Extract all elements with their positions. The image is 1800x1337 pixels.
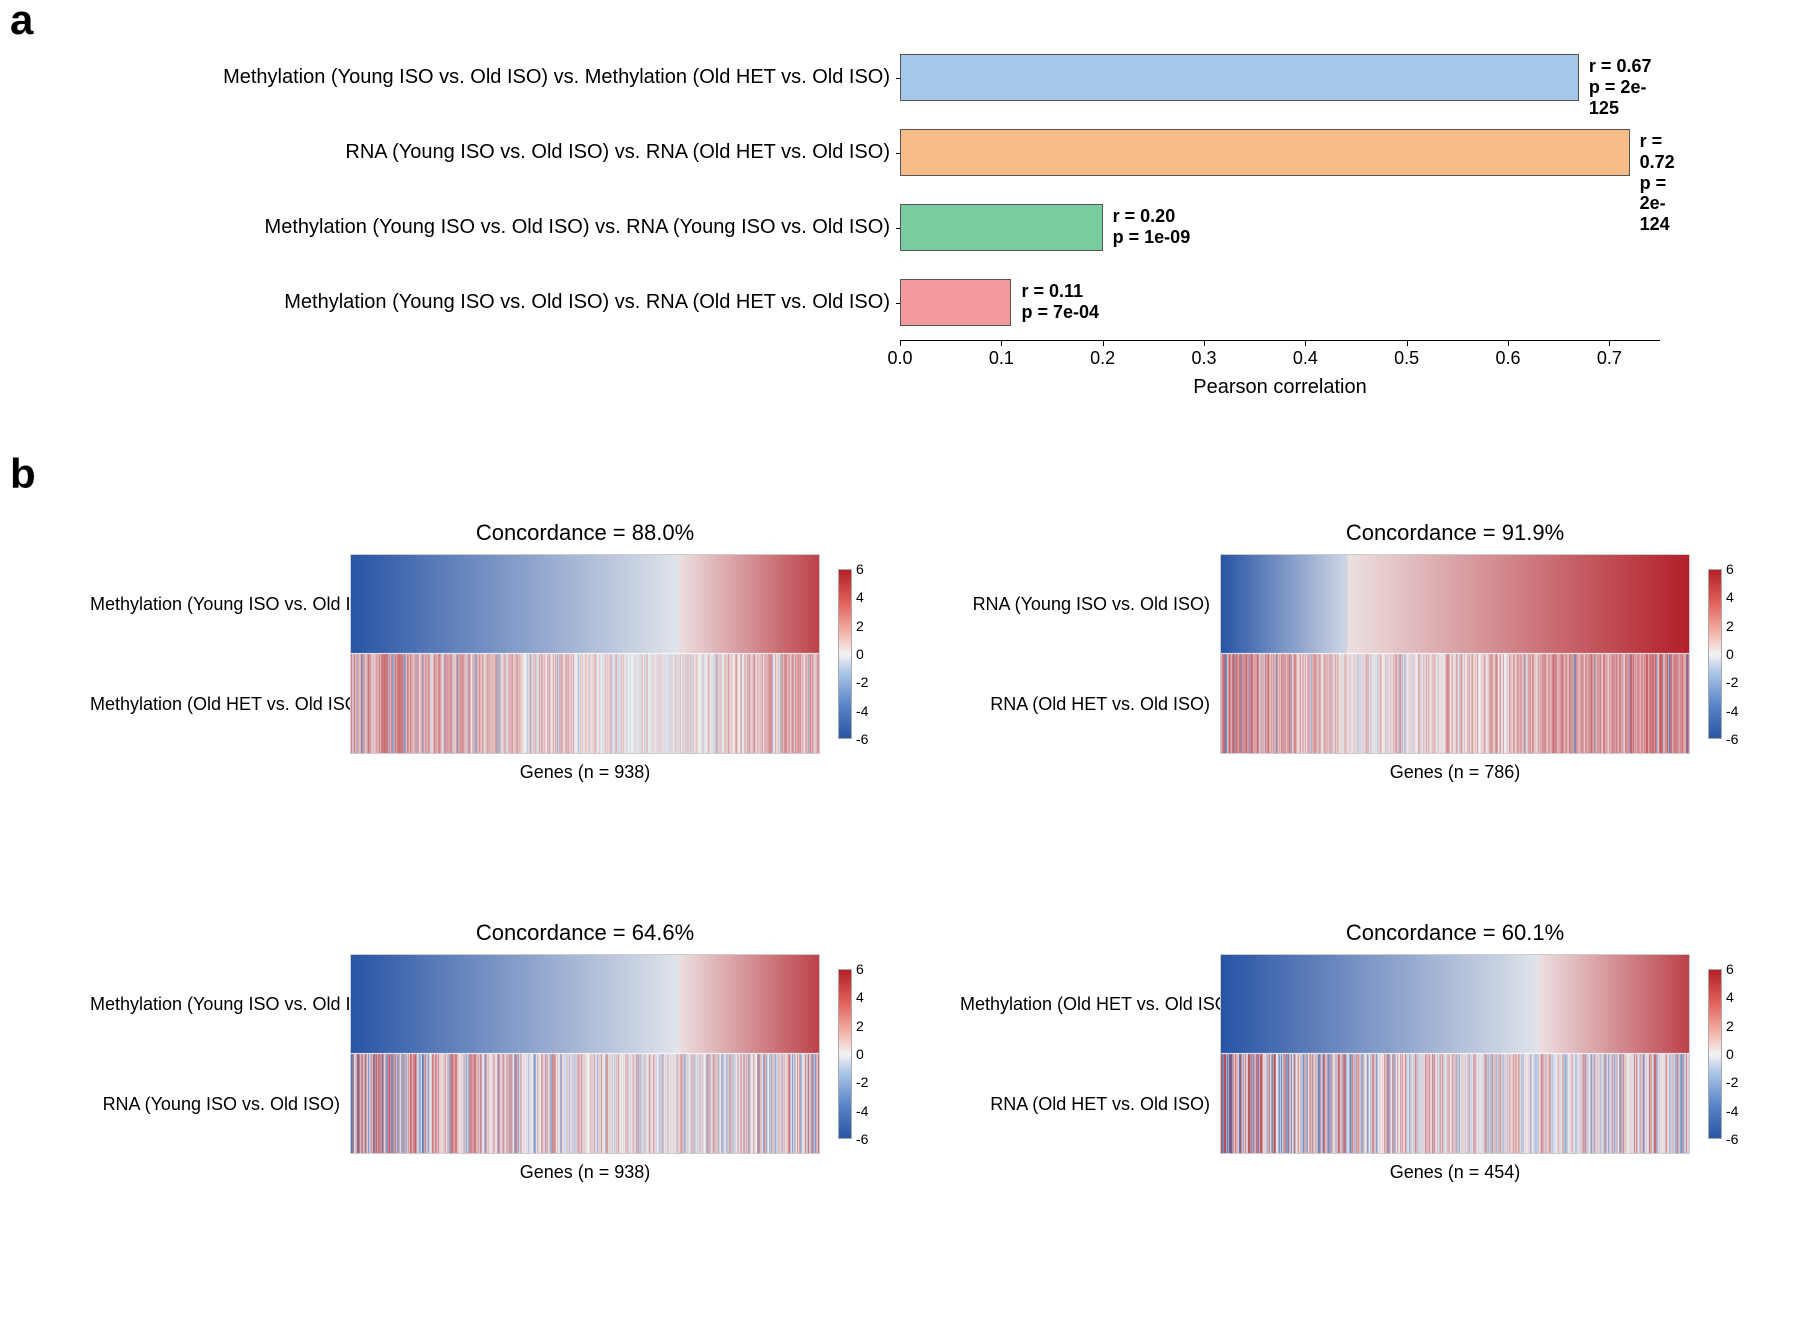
bar-rect: [900, 279, 1011, 326]
heatmap-canvas: [350, 954, 820, 1154]
heatmap-cell: Concordance = 64.6% Methylation (Young IS…: [90, 920, 892, 1210]
heatmap-row-label: Methylation (Old HET vs. Old ISO): [960, 994, 1210, 1015]
colorbar-tick: -6: [1722, 731, 1738, 747]
colorbar-tick: -2: [852, 674, 868, 690]
colorbar-tick: 2: [1722, 1018, 1734, 1034]
colorbar: 6420-2-4-6: [838, 569, 852, 739]
x-tick-label: 0.2: [1085, 348, 1121, 369]
colorbar-tick: -4: [852, 1103, 868, 1119]
colorbar-tick: 2: [852, 1018, 864, 1034]
x-tick-label: 0.1: [983, 348, 1019, 369]
heatmap-row-label: RNA (Young ISO vs. Old ISO): [90, 1094, 340, 1115]
x-tick-label: 0.6: [1490, 348, 1526, 369]
bar-annotation: r = 0.11p = 7e-04: [1021, 281, 1099, 322]
colorbar-tick: -2: [1722, 1074, 1738, 1090]
heatmap-title: Concordance = 91.9%: [1220, 520, 1690, 546]
colorbar-tick: -6: [1722, 1131, 1738, 1147]
colorbar-tick: -4: [852, 703, 868, 719]
colorbar: 6420-2-4-6: [1708, 969, 1722, 1139]
heatmap-title: Concordance = 88.0%: [350, 520, 820, 546]
colorbar-tick: 4: [852, 589, 864, 605]
panel-a-label: a: [10, 0, 33, 44]
bar-annotation: r = 0.67p = 2e-125: [1589, 56, 1660, 118]
colorbar-tick: -4: [1722, 703, 1738, 719]
colorbar-tick: 6: [1722, 961, 1734, 977]
heatmap-row-label: Methylation (Young ISO vs. Old ISO): [90, 594, 340, 615]
heatmap-canvas: [1220, 554, 1690, 754]
bar-rect: [900, 204, 1103, 251]
bar-annotation: r = 0.20p = 1e-09: [1113, 206, 1191, 247]
colorbar-tick: 0: [1722, 1046, 1734, 1062]
bar-p-value: p = 7e-04: [1021, 302, 1099, 323]
colorbar-tick: 6: [1722, 561, 1734, 577]
bar-r-value: r = 0.11: [1021, 281, 1099, 302]
heatmap-row-label: RNA (Old HET vs. Old ISO): [960, 1094, 1210, 1115]
colorbar-tick: 4: [1722, 589, 1734, 605]
bar-r-value: r = 0.67: [1589, 56, 1660, 77]
colorbar-tick: -2: [1722, 674, 1738, 690]
heatmap-row-label: Methylation (Old HET vs. Old ISO): [90, 694, 340, 715]
colorbar-tick: 0: [1722, 646, 1734, 662]
bar-p-value: p = 1e-09: [1113, 227, 1191, 248]
colorbar-tick: -6: [852, 1131, 868, 1147]
bar-label: Methylation (Young ISO vs. Old ISO) vs. …: [50, 216, 890, 239]
panel-b: Concordance = 88.0% Methylation (Young IS…: [0, 500, 1800, 1320]
colorbar-tick: -6: [852, 731, 868, 747]
bar-r-value: r = 0.72: [1640, 131, 1675, 172]
heatmap-x-label: Genes (n = 938): [350, 762, 820, 783]
x-tick-label: 0.3: [1186, 348, 1222, 369]
heatmap-title: Concordance = 64.6%: [350, 920, 820, 946]
colorbar-tick: 0: [852, 646, 864, 662]
x-axis-title: Pearson correlation: [900, 376, 1660, 399]
heatmap-row-label: RNA (Old HET vs. Old ISO): [960, 694, 1210, 715]
bar-p-value: p = 2e-125: [1589, 77, 1660, 118]
bar-label: Methylation (Young ISO vs. Old ISO) vs. …: [50, 66, 890, 89]
colorbar-tick: -2: [852, 1074, 868, 1090]
bar-rect: [900, 54, 1579, 101]
colorbar-tick: 4: [1722, 989, 1734, 1005]
heatmap-title: Concordance = 60.1%: [1220, 920, 1690, 946]
colorbar-tick: 2: [852, 618, 864, 634]
bar-annotation: r = 0.72p = 2e-124: [1640, 131, 1675, 234]
panel-a: Methylation (Young ISO vs. Old ISO) vs. …: [50, 40, 1750, 420]
bar-r-value: r = 0.20: [1113, 206, 1191, 227]
colorbar: 6420-2-4-6: [838, 969, 852, 1139]
x-axis-baseline: [900, 340, 1660, 341]
colorbar-tick: 0: [852, 1046, 864, 1062]
x-tick-label: 0.4: [1287, 348, 1323, 369]
x-tick-label: 0.0: [882, 348, 918, 369]
x-tick-label: 0.7: [1591, 348, 1627, 369]
bar-category-labels: Methylation (Young ISO vs. Old ISO) vs. …: [50, 40, 890, 340]
colorbar-tick: 2: [1722, 618, 1734, 634]
bar-plot-area: r = 0.67p = 2e-125r = 0.72p = 2e-124r = …: [900, 40, 1660, 340]
heatmap-cell: Concordance = 88.0% Methylation (Young IS…: [90, 520, 892, 810]
heatmap-x-label: Genes (n = 454): [1220, 1162, 1690, 1183]
x-tick-label: 0.5: [1389, 348, 1425, 369]
heatmap-row-label: RNA (Young ISO vs. Old ISO): [960, 594, 1210, 615]
colorbar-tick: 6: [852, 561, 864, 577]
bar-p-value: p = 2e-124: [1640, 173, 1675, 235]
heatmap-x-label: Genes (n = 786): [1220, 762, 1690, 783]
heatmap-canvas: [1220, 954, 1690, 1154]
bar-label: RNA (Young ISO vs. Old ISO) vs. RNA (Old…: [50, 141, 890, 164]
panel-b-label: b: [10, 450, 36, 498]
heatmap-cell: Concordance = 91.9% RNA (Young ISO vs. Ol…: [960, 520, 1762, 810]
colorbar-tick: -4: [1722, 1103, 1738, 1119]
heatmap-row-label: Methylation (Young ISO vs. Old ISO): [90, 994, 340, 1015]
colorbar-tick: 4: [852, 989, 864, 1005]
heatmap-x-label: Genes (n = 938): [350, 1162, 820, 1183]
colorbar: 6420-2-4-6: [1708, 569, 1722, 739]
heatmap-canvas: [350, 554, 820, 754]
x-axis: 0.00.10.20.30.40.50.60.7 Pearson correla…: [900, 340, 1660, 410]
figure-root: a b Methylation (Young ISO vs. Old ISO) …: [0, 0, 1800, 1337]
heatmap-cell: Concordance = 60.1% Methylation (Old HET …: [960, 920, 1762, 1210]
bar-label: Methylation (Young ISO vs. Old ISO) vs. …: [50, 291, 890, 314]
colorbar-tick: 6: [852, 961, 864, 977]
bar-rect: [900, 129, 1630, 176]
